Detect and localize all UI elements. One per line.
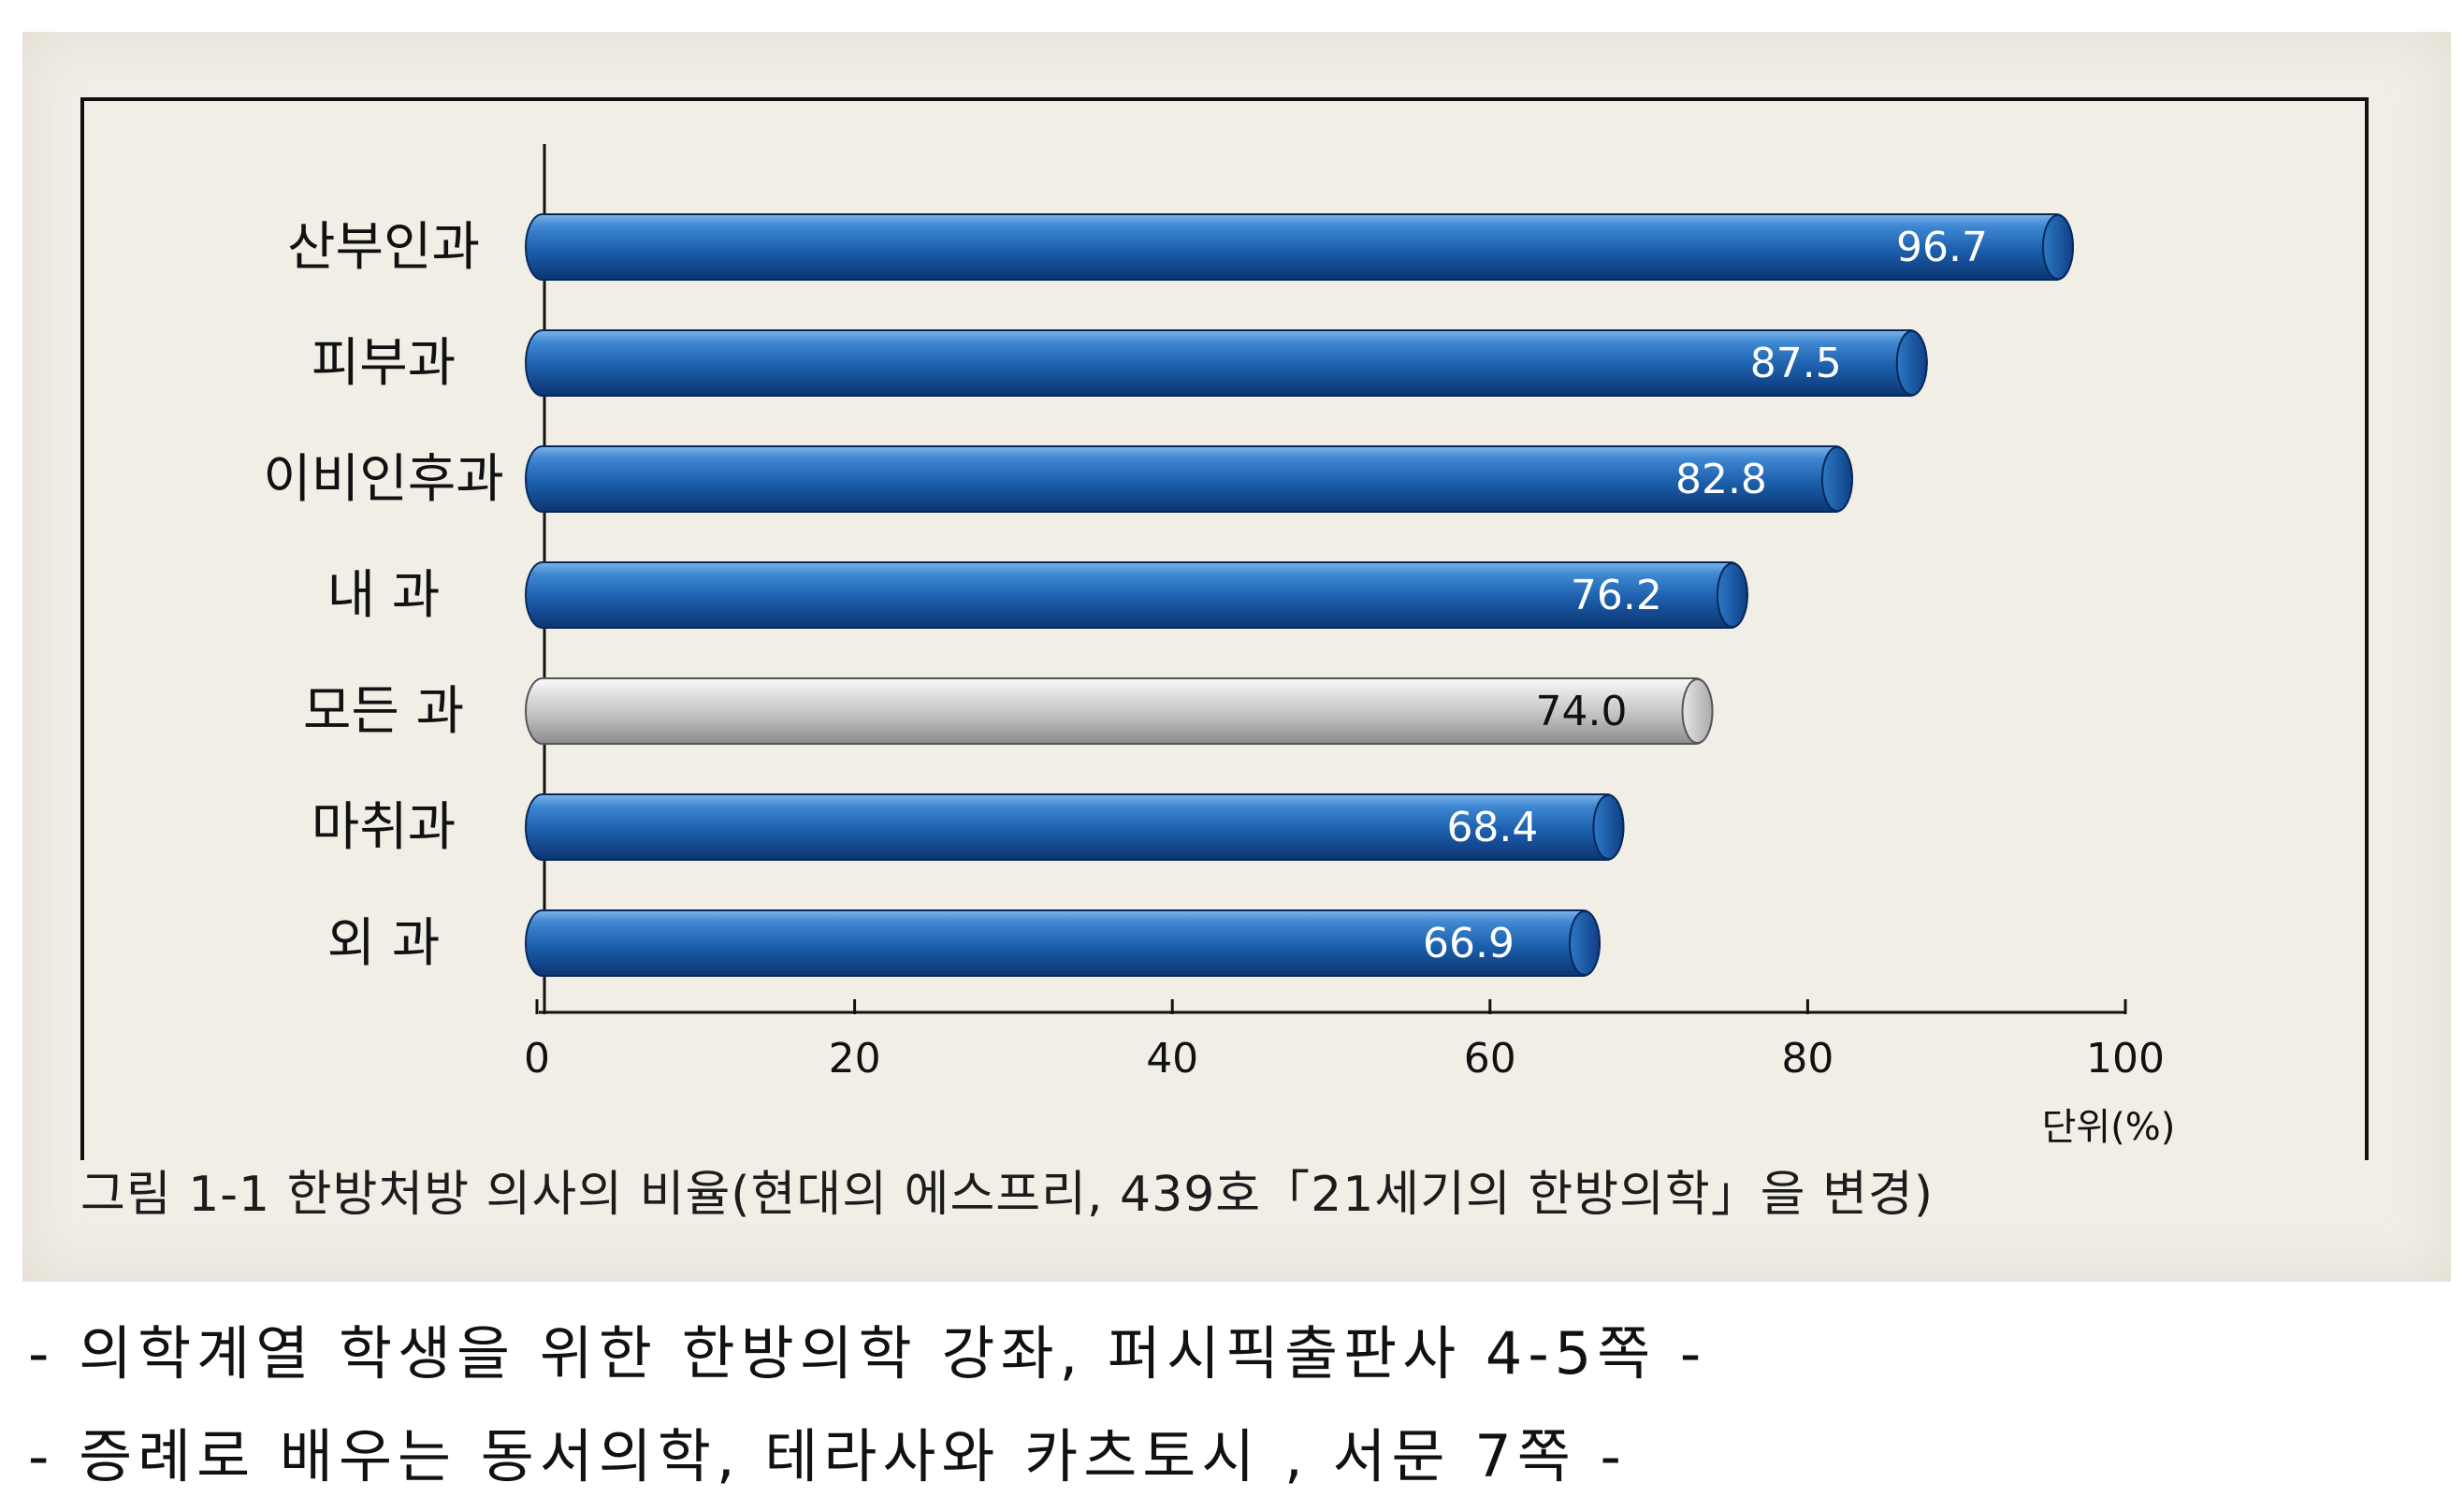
x-tick-label: 0 <box>524 1035 550 1083</box>
x-tick-label: 20 <box>829 1035 881 1083</box>
bar-value-label: 76.2 <box>1571 572 1662 619</box>
x-tick-label: 40 <box>1146 1035 1198 1083</box>
category-label: 마취과 <box>312 797 457 858</box>
category-label: 산부인과 <box>287 217 480 278</box>
bar-highlight <box>525 677 1714 745</box>
x-axis-unit-label: 단위(%) <box>2042 1106 2176 1149</box>
bar-end-cap <box>1568 910 1601 976</box>
category-label: 이비인후과 <box>263 449 504 510</box>
category-label: 모든 과 <box>303 681 464 742</box>
x-tick-label: 60 <box>1464 1035 1516 1083</box>
bar-value-label: 87.5 <box>1750 340 1842 387</box>
bar <box>525 213 2074 281</box>
source-citation-2: - 증례로 배우는 동서의학, 테라사와 카츠토시 , 서문 7쪽 - <box>28 1422 1627 1490</box>
category-label: 내 과 <box>327 565 441 626</box>
category-label: 외 과 <box>327 913 441 974</box>
chart-frame <box>80 97 2369 1160</box>
bar-value-label: 74.0 <box>1536 688 1628 735</box>
source-citation-1: - 의학계열 학생을 위한 한방의학 강좌, 퍼시픽출판사 4-5쪽 - <box>28 1319 1707 1388</box>
x-tick-label: 100 <box>2086 1035 2165 1083</box>
figure-caption: 그림 1-1 한방처방 의사의 비율(현대의 에스프리, 439호「21세기의 … <box>80 1167 1935 1223</box>
bar-end-cap <box>1592 794 1625 860</box>
bar-end-cap <box>1895 330 1928 396</box>
bar-end-cap <box>1820 446 1853 512</box>
bar-value-label: 82.8 <box>1675 456 1767 503</box>
bar <box>525 445 1853 513</box>
category-label: 피부과 <box>312 333 457 394</box>
bar <box>525 329 1928 397</box>
bar-end-cap <box>1716 562 1748 628</box>
bar-value-label: 68.4 <box>1446 804 1538 851</box>
bar-end-cap <box>1681 678 1714 744</box>
bar-value-label: 66.9 <box>1423 920 1515 967</box>
bar <box>525 561 1748 629</box>
bar-value-label: 96.7 <box>1896 224 1988 271</box>
x-tick-label: 80 <box>1781 1035 1834 1083</box>
bar-end-cap <box>2041 214 2074 280</box>
